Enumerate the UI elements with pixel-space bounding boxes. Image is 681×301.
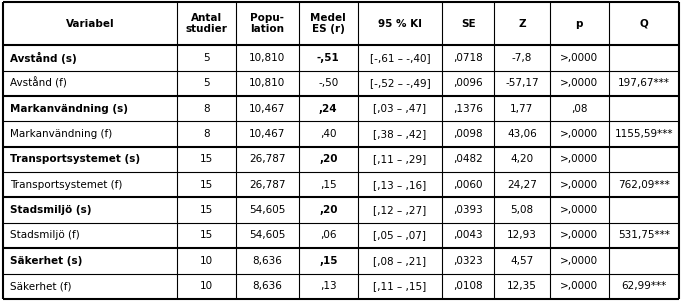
Text: 531,75***: 531,75*** — [618, 231, 669, 240]
Text: SE: SE — [461, 19, 475, 29]
Text: 43,06: 43,06 — [507, 129, 537, 139]
Text: ,40: ,40 — [320, 129, 336, 139]
Text: Avstånd (s): Avstånd (s) — [10, 52, 77, 64]
Text: ,20: ,20 — [319, 154, 338, 164]
Text: Q: Q — [639, 19, 648, 29]
Text: [,11 – ,29]: [,11 – ,29] — [373, 154, 426, 164]
Text: 10,467: 10,467 — [249, 104, 285, 113]
Text: >,0000: >,0000 — [560, 205, 599, 215]
Text: -,50: -,50 — [318, 78, 338, 88]
Text: 15: 15 — [200, 180, 213, 190]
Text: 1155,59***: 1155,59*** — [614, 129, 673, 139]
Text: ,0096: ,0096 — [454, 78, 483, 88]
Text: Antal
studier: Antal studier — [185, 13, 227, 34]
Text: [,13 – ,16]: [,13 – ,16] — [373, 180, 426, 190]
Text: 12,93: 12,93 — [507, 231, 537, 240]
Text: 8: 8 — [203, 104, 210, 113]
Text: -7,8: -7,8 — [511, 53, 532, 63]
Text: ,0393: ,0393 — [454, 205, 483, 215]
Text: ,24: ,24 — [319, 104, 338, 113]
Text: ,15: ,15 — [319, 256, 338, 266]
Text: [,05 – ,07]: [,05 – ,07] — [373, 231, 426, 240]
Text: >,0000: >,0000 — [560, 256, 599, 266]
Text: Markanvändning (s): Markanvändning (s) — [10, 104, 128, 113]
Text: ,0718: ,0718 — [454, 53, 483, 63]
Text: ,0482: ,0482 — [454, 154, 483, 164]
Text: Transportsystemet (f): Transportsystemet (f) — [10, 180, 123, 190]
Text: 8: 8 — [203, 129, 210, 139]
Text: >,0000: >,0000 — [560, 53, 599, 63]
Text: 8,636: 8,636 — [253, 256, 282, 266]
Text: 8,636: 8,636 — [253, 281, 282, 291]
Text: ,0043: ,0043 — [454, 231, 483, 240]
Text: ,0098: ,0098 — [454, 129, 483, 139]
Text: 10,810: 10,810 — [249, 53, 285, 63]
Text: ,15: ,15 — [320, 180, 336, 190]
Text: 24,27: 24,27 — [507, 180, 537, 190]
Text: [,12 – ,27]: [,12 – ,27] — [373, 205, 426, 215]
Text: -,51: -,51 — [317, 53, 340, 63]
Text: 10,467: 10,467 — [249, 129, 285, 139]
Text: Avstånd (f): Avstånd (f) — [10, 77, 67, 89]
Text: 10,810: 10,810 — [249, 78, 285, 88]
Text: ,0060: ,0060 — [454, 180, 483, 190]
Text: [,03 – ,47]: [,03 – ,47] — [373, 104, 426, 113]
Text: 5,08: 5,08 — [510, 205, 533, 215]
Text: 1,77: 1,77 — [510, 104, 533, 113]
Text: ,20: ,20 — [319, 205, 338, 215]
Text: 26,787: 26,787 — [249, 180, 285, 190]
Text: 5: 5 — [203, 78, 210, 88]
Text: Stadsmiljö (f): Stadsmiljö (f) — [10, 231, 80, 240]
Text: 62,99***: 62,99*** — [621, 281, 667, 291]
Text: [,08 – ,21]: [,08 – ,21] — [373, 256, 426, 266]
Text: 10: 10 — [200, 256, 213, 266]
Text: Popu-
lation: Popu- lation — [251, 13, 284, 34]
Text: Säkerhet (s): Säkerhet (s) — [10, 256, 82, 266]
Text: >,0000: >,0000 — [560, 129, 599, 139]
Text: >,0000: >,0000 — [560, 231, 599, 240]
Text: 10: 10 — [200, 281, 213, 291]
Text: 5: 5 — [203, 53, 210, 63]
Text: 26,787: 26,787 — [249, 154, 285, 164]
Text: ,0108: ,0108 — [454, 281, 483, 291]
Text: >,0000: >,0000 — [560, 281, 599, 291]
Text: Transportsystemet (s): Transportsystemet (s) — [10, 154, 140, 164]
Text: 197,67***: 197,67*** — [618, 78, 669, 88]
Text: Variabel: Variabel — [66, 19, 114, 29]
Text: 12,35: 12,35 — [507, 281, 537, 291]
Text: >,0000: >,0000 — [560, 154, 599, 164]
Text: 762,09***: 762,09*** — [618, 180, 669, 190]
Text: 4,20: 4,20 — [510, 154, 533, 164]
Text: 95 % KI: 95 % KI — [378, 19, 422, 29]
Text: [,38 – ,42]: [,38 – ,42] — [373, 129, 426, 139]
Text: ,06: ,06 — [320, 231, 336, 240]
Text: Z: Z — [518, 19, 526, 29]
Text: Markanvändning (f): Markanvändning (f) — [10, 129, 112, 139]
Text: Stadsmiljö (s): Stadsmiljö (s) — [10, 205, 92, 215]
Text: Säkerhet (f): Säkerhet (f) — [10, 281, 72, 291]
Text: [-,61 – -,40]: [-,61 – -,40] — [370, 53, 430, 63]
Text: p: p — [575, 19, 583, 29]
Text: [,11 – ,15]: [,11 – ,15] — [373, 281, 426, 291]
Text: >,0000: >,0000 — [560, 78, 599, 88]
Text: ,1376: ,1376 — [453, 104, 483, 113]
Text: ,13: ,13 — [320, 281, 336, 291]
Text: -57,17: -57,17 — [505, 78, 539, 88]
Text: 54,605: 54,605 — [249, 231, 285, 240]
Text: Medel
ES (r): Medel ES (r) — [311, 13, 346, 34]
Text: ,0323: ,0323 — [454, 256, 483, 266]
Text: 4,57: 4,57 — [510, 256, 533, 266]
Text: ,08: ,08 — [571, 104, 588, 113]
Text: >,0000: >,0000 — [560, 180, 599, 190]
Text: 15: 15 — [200, 154, 213, 164]
Text: [-,52 – -,49]: [-,52 – -,49] — [370, 78, 430, 88]
Text: 15: 15 — [200, 231, 213, 240]
Text: 15: 15 — [200, 205, 213, 215]
Text: 54,605: 54,605 — [249, 205, 285, 215]
